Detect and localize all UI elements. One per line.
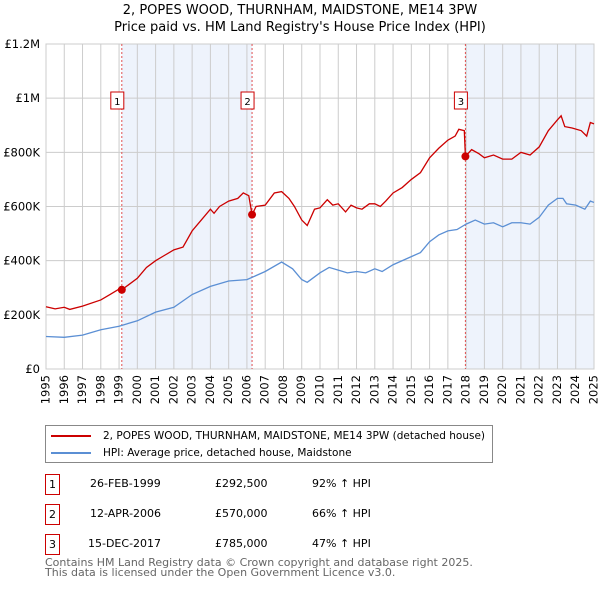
x-tick-label: 1995 [39, 375, 53, 404]
x-tick-label: 2005 [221, 375, 235, 404]
x-tick-label: 2021 [513, 375, 527, 404]
x-tick-label: 2024 [568, 375, 582, 404]
sale-label: 2 [244, 97, 250, 108]
sale-row: 1 26-FEB-1999 £292,500 92% ↑ HPI [45, 474, 495, 496]
x-tick-label: 2006 [239, 375, 253, 404]
x-tick-label: 2001 [148, 375, 162, 404]
series-line [45, 197, 595, 338]
x-tick-label: 2002 [166, 375, 180, 404]
sale-label: 1 [114, 97, 120, 108]
plot-border [45, 43, 595, 370]
x-tick-label: 2012 [349, 375, 363, 404]
legend-item-property: 2, POPES WOOD, THURNHAM, MAIDSTONE, ME14… [46, 428, 485, 444]
sale-date: 12-APR-2006 [90, 507, 162, 520]
footer-line: This data is licensed under the Open Gov… [45, 566, 396, 579]
sale-marker-box: 1 [45, 474, 60, 495]
sale-marker-box: 2 [45, 504, 60, 525]
sale-label-box [240, 91, 255, 110]
sale-label: 3 [458, 97, 464, 108]
x-tick-label: 2017 [440, 375, 454, 404]
legend-red-line [51, 435, 91, 437]
y-tick-label: £1M [15, 91, 40, 105]
x-tick-label: 2013 [367, 375, 381, 404]
sale-label-box [453, 91, 468, 110]
x-tick-label: 1999 [112, 375, 126, 404]
sale-price: £570,000 [215, 507, 268, 520]
sale-date: 26-FEB-1999 [90, 477, 161, 490]
x-tick-label: 2007 [258, 375, 272, 404]
x-tick-label: 2025 [587, 375, 600, 404]
y-tick-label: £1.2M [4, 37, 40, 51]
x-tick-label: 2018 [459, 375, 473, 404]
y-tick-label: £800K [3, 145, 40, 159]
chart-plot: 1995 1996 1997 1998 1999 2000 2001 2002 2003 2004… [3, 37, 600, 404]
sale-row: 3 15-DEC-2017 £785,000 47% ↑ HPI [45, 534, 495, 556]
y-tick-label: £200K [3, 308, 40, 322]
sale-hpi: 92% ↑ HPI [312, 477, 371, 490]
sale-point [248, 210, 257, 219]
x-tick-label: 2008 [276, 375, 290, 404]
chart-subtitle: Price paid vs. HM Land Registry's House … [114, 20, 486, 35]
x-tick-label: 1998 [93, 375, 107, 404]
x-tick-label: 2000 [130, 375, 144, 404]
x-tick-label: 2010 [313, 375, 327, 404]
x-tick-label: 1997 [75, 375, 89, 404]
x-tick-label: 2014 [386, 375, 400, 404]
sale-price: £292,500 [215, 477, 268, 490]
x-tick-label: 2016 [422, 375, 436, 404]
x-tick-label: 1996 [57, 375, 71, 404]
chart-title: 2, POPES WOOD, THURNHAM, MAIDSTONE, ME14… [122, 3, 478, 18]
sale-hpi: 47% ↑ HPI [312, 537, 371, 550]
x-tick-label: 2009 [294, 375, 308, 404]
x-tick-label: 2020 [495, 375, 509, 404]
sale-price: £785,000 [215, 537, 268, 550]
x-tick-label: 2015 [404, 375, 418, 404]
sale-hpi: 66% ↑ HPI [312, 507, 371, 520]
sale-marker-box: 3 [45, 534, 60, 555]
series-line [45, 114, 595, 311]
footer: Contains HM Land Registry data © Crown c… [45, 556, 473, 579]
y-tick-label: £0 [25, 362, 40, 376]
sale-point [117, 285, 126, 294]
y-tick-label: £600K [3, 200, 40, 214]
x-tick-label: 2023 [550, 375, 564, 404]
legend-label: 2, POPES WOOD, THURNHAM, MAIDSTONE, ME14… [103, 430, 486, 442]
sale-label-box [110, 91, 125, 110]
footer-line: Contains HM Land Registry data © Crown c… [45, 556, 473, 569]
sale-date: 15-DEC-2017 [88, 537, 162, 550]
sale-point [461, 152, 470, 161]
legend: 2, POPES WOOD, THURNHAM, MAIDSTONE, ME14… [45, 425, 493, 463]
x-tick-label: 2004 [203, 375, 217, 404]
x-tick-label: 2011 [331, 375, 345, 404]
legend-blue-line [51, 452, 91, 454]
x-tick-label: 2003 [185, 375, 199, 404]
legend-item-hpi: HPI: Average price, detached house, Maid… [46, 445, 352, 461]
sale-row: 2 12-APR-2006 £570,000 66% ↑ HPI [45, 504, 495, 526]
y-tick-label: £400K [3, 254, 40, 268]
x-tick-label: 2019 [477, 375, 491, 404]
x-tick-label: 2022 [532, 375, 546, 404]
legend-label: HPI: Average price, detached house, Maid… [103, 447, 352, 459]
